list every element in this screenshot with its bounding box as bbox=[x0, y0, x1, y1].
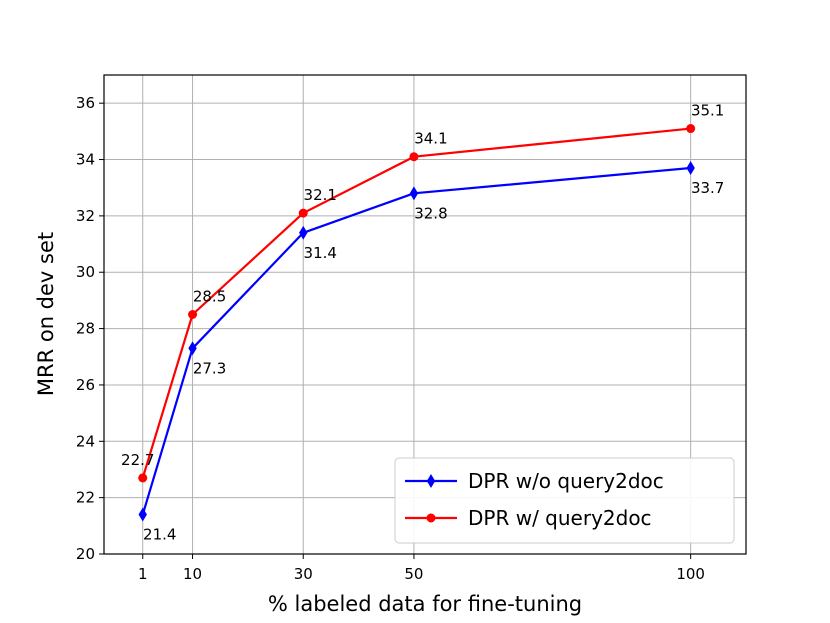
data-label: 33.7 bbox=[691, 179, 724, 197]
legend: DPR w/o query2doc DPR w/ query2doc bbox=[394, 457, 735, 544]
y-tick-label: 26 bbox=[76, 376, 95, 394]
data-point-circle bbox=[138, 473, 148, 483]
data-point-circle bbox=[426, 513, 436, 523]
x-axis: 1 10 30 50 100 bbox=[138, 554, 705, 583]
data-label: 21.4 bbox=[143, 526, 176, 544]
data-label: 31.4 bbox=[304, 244, 337, 262]
legend-item: DPR w/ query2doc bbox=[405, 506, 652, 530]
y-tick-label: 32 bbox=[76, 207, 95, 225]
series-1: 21.4 27.3 31.4 32.8 33.7 bbox=[138, 161, 724, 544]
legend-item: DPR w/o query2doc bbox=[405, 469, 664, 493]
data-label: 34.1 bbox=[414, 130, 447, 148]
data-point-circle bbox=[409, 152, 419, 162]
data-point-circle bbox=[188, 310, 198, 319]
data-point-diamond bbox=[686, 161, 695, 175]
x-axis-title: % labeled data for fine-tuning bbox=[268, 592, 582, 616]
y-tick-label: 36 bbox=[76, 94, 95, 112]
data-point-diamond bbox=[426, 474, 436, 488]
data-label: 32.8 bbox=[414, 204, 447, 222]
y-tick-label: 22 bbox=[76, 489, 95, 507]
x-tick-label: 1 bbox=[138, 565, 148, 583]
y-tick-label: 20 bbox=[76, 545, 95, 563]
data-label: 35.1 bbox=[691, 102, 724, 120]
data-label: 28.5 bbox=[193, 288, 226, 306]
x-tick-label: 10 bbox=[183, 565, 202, 583]
x-tick-label: 100 bbox=[676, 565, 705, 583]
data-point-diamond bbox=[299, 225, 308, 240]
legend-label: DPR w/ query2doc bbox=[468, 506, 652, 530]
data-point-diamond bbox=[188, 341, 197, 356]
y-tick-label: 24 bbox=[76, 432, 95, 450]
data-label: 27.3 bbox=[193, 359, 226, 377]
series-2: 22.7 28.5 32.1 34.1 35.1 bbox=[121, 102, 724, 483]
y-tick-label: 28 bbox=[76, 320, 95, 338]
legend-label: DPR w/o query2doc bbox=[468, 469, 664, 493]
y-tick-label: 34 bbox=[76, 151, 95, 169]
series-layer: 21.4 27.3 31.4 32.8 33.7 22.7 28.5 32.1 34.1 35.1 bbox=[121, 102, 724, 544]
y-axis: 20 22 24 26 28 30 32 34 36 bbox=[76, 94, 104, 563]
data-point-diamond bbox=[409, 186, 419, 201]
data-label: 32.1 bbox=[304, 186, 337, 204]
x-tick-label: 30 bbox=[294, 565, 313, 583]
plot-frame bbox=[103, 74, 747, 555]
y-axis-title: MRR on dev set bbox=[34, 232, 58, 396]
y-tick-label: 30 bbox=[76, 263, 95, 281]
data-point-circle bbox=[298, 208, 308, 218]
x-tick-label: 50 bbox=[404, 565, 423, 583]
legend-box bbox=[394, 457, 735, 544]
data-point-circle bbox=[686, 124, 696, 134]
data-point-diamond bbox=[138, 507, 147, 522]
data-label: 22.7 bbox=[121, 451, 154, 469]
